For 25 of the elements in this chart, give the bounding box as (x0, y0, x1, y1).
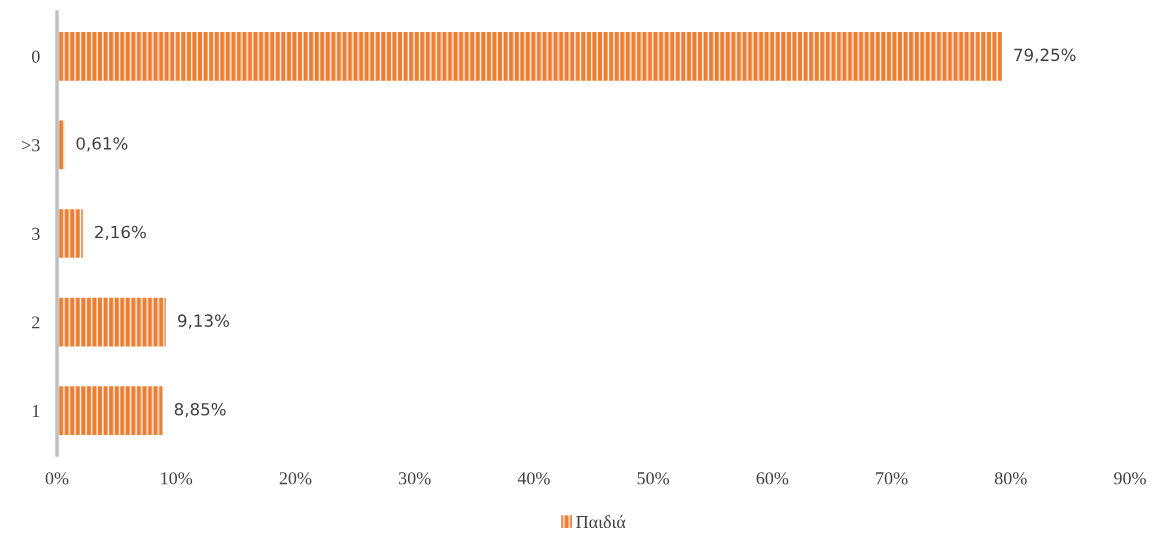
x-tick-label: 30% (398, 472, 431, 485)
x-tick-label: 90% (1114, 472, 1146, 485)
x-tick-label: 20% (279, 472, 312, 485)
x-tick-label: 80% (994, 472, 1027, 485)
y-tick-label: 0 (31, 50, 40, 63)
legend-label: Παιδιά (576, 515, 626, 529)
bar (57, 386, 163, 436)
x-tick-label: 70% (876, 472, 908, 485)
x-tick-label: 10% (161, 472, 193, 485)
x-tick-label: 60% (756, 472, 789, 485)
y-tick-label: 1 (32, 405, 40, 417)
y-tick-label: >3 (22, 139, 40, 152)
data-label: 8,85% (174, 402, 226, 418)
x-tick-label: 50% (637, 472, 670, 485)
y-tick-label: 2 (32, 316, 40, 329)
x-tick-label: 40% (517, 472, 550, 485)
data-label: 79,25% (1014, 48, 1076, 63)
bar (57, 31, 1002, 81)
data-label: 2,16% (95, 225, 146, 241)
data-label: 9,13% (178, 314, 229, 329)
data-label: 0,61% (76, 137, 128, 152)
x-tick-label: 0% (45, 472, 69, 485)
bar (57, 209, 83, 258)
y-tick-label: 3 (32, 227, 40, 240)
bar (57, 297, 166, 347)
